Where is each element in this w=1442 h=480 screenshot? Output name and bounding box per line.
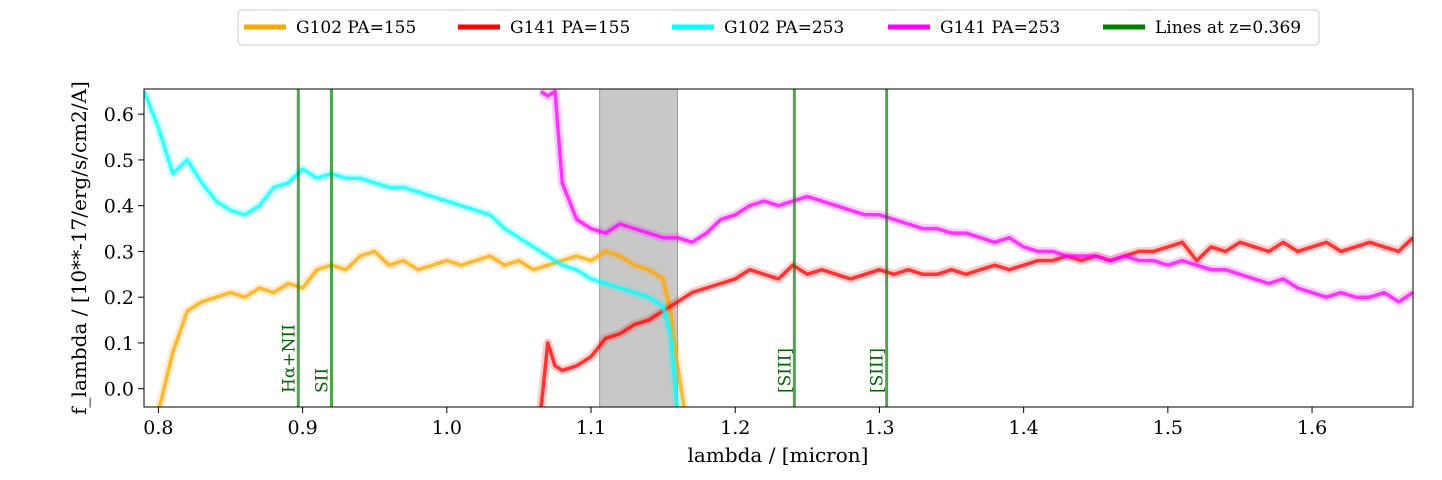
legend-frame xyxy=(237,9,1320,46)
x-tick-label-7: 1.5 xyxy=(1153,417,1183,439)
legend-label-1: G141 PA=155 xyxy=(510,18,630,38)
series-line-0 xyxy=(157,249,686,407)
y-tick-label-5: 0.5 xyxy=(104,150,134,172)
y-tick-label-6: 0.6 xyxy=(104,104,134,126)
legend-label-0: G102 PA=155 xyxy=(296,18,416,38)
x-tick-label-4: 1.2 xyxy=(720,417,750,439)
legend-label-4: Lines at z=0.369 xyxy=(1155,18,1301,38)
x-tick-label-5: 1.3 xyxy=(864,417,894,439)
x-tick-label-3: 1.1 xyxy=(576,417,606,439)
y-tick-label-3: 0.3 xyxy=(104,241,134,263)
shaded-region xyxy=(599,88,679,408)
x-tick-label-8: 1.6 xyxy=(1297,417,1327,439)
plot-frame xyxy=(143,88,1414,408)
y-tick-label-1: 0.1 xyxy=(104,333,134,355)
emission-line-label-1: SII xyxy=(312,368,332,393)
series-line-1 xyxy=(539,236,1413,407)
series-line-3 xyxy=(539,89,1413,304)
x-tick-label-6: 1.4 xyxy=(1009,417,1039,439)
emission-line-label-3: [SIII] xyxy=(868,348,888,393)
y-tick-label-2: 0.2 xyxy=(104,287,134,309)
x-tick-label-1: 0.9 xyxy=(288,417,318,439)
y-tick-label-4: 0.4 xyxy=(104,196,134,218)
series-line-2 xyxy=(144,90,679,407)
legend-label-3: G141 PA=253 xyxy=(940,18,1060,38)
y-axis-label: f_lambda / [10**-17/erg/s/cm2/A] xyxy=(67,81,91,415)
emission-line-label-2: [SIII] xyxy=(775,348,795,393)
legend: G102 PA=155 G141 PA=155 G102 PA=253 G141 PA… xyxy=(237,9,1320,46)
legend-label-2: G102 PA=253 xyxy=(724,18,844,38)
x-axis-label: lambda / [micron] xyxy=(688,443,869,467)
emission-line-label-0: Hα+NII xyxy=(279,324,299,393)
y-tick-label-0: 0.0 xyxy=(104,379,134,401)
x-tick-label-2: 1.0 xyxy=(432,417,462,439)
x-tick-label-0: 0.8 xyxy=(143,417,173,439)
